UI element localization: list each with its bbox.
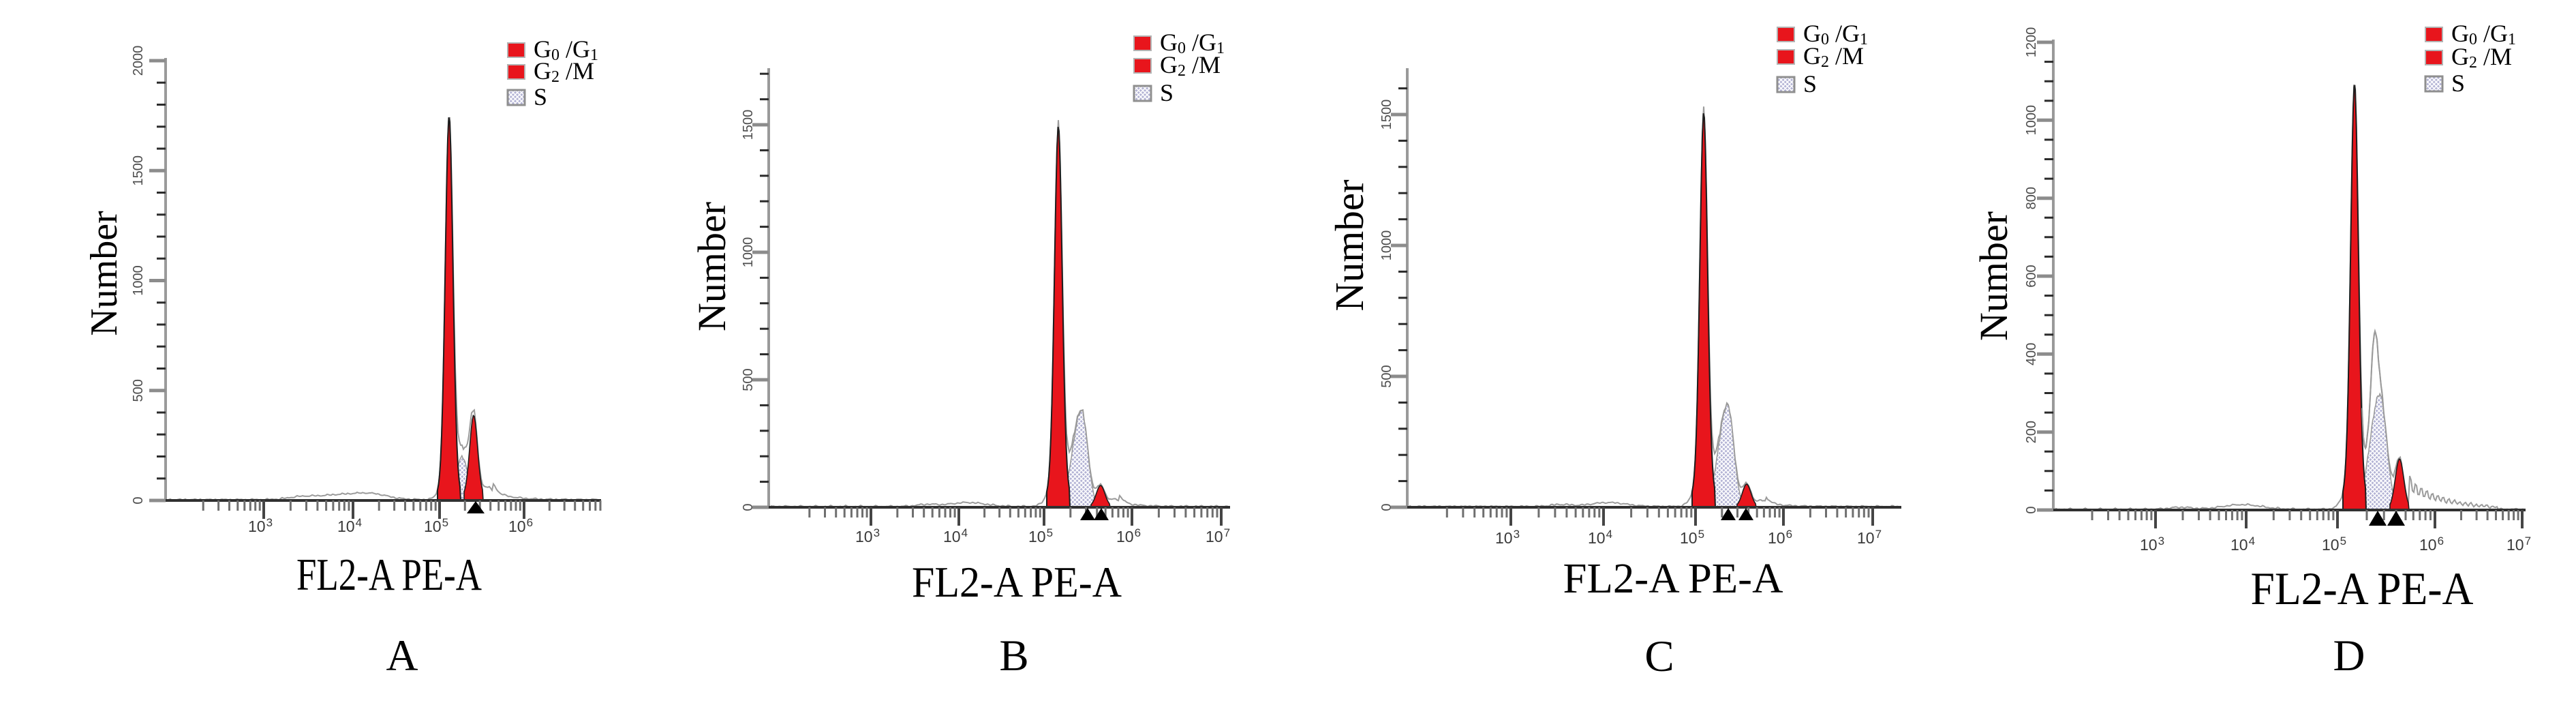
svg-text:600: 600 bbox=[2024, 265, 2039, 287]
svg-text:FL2-A PE-A: FL2-A PE-A bbox=[2251, 562, 2474, 614]
svg-text:B: B bbox=[999, 631, 1028, 680]
svg-text:1000: 1000 bbox=[741, 237, 756, 268]
svg-text:FL2-A PE-A: FL2-A PE-A bbox=[912, 558, 1122, 606]
svg-text:104: 104 bbox=[337, 516, 362, 535]
svg-text:1000: 1000 bbox=[131, 265, 146, 296]
svg-text:1500: 1500 bbox=[741, 110, 756, 140]
svg-text:FL2-A PE-A: FL2-A PE-A bbox=[1563, 556, 1783, 602]
svg-text:105: 105 bbox=[2322, 535, 2346, 554]
svg-text:A: A bbox=[386, 631, 418, 680]
svg-text:Number: Number bbox=[83, 211, 125, 336]
svg-text:1500: 1500 bbox=[131, 155, 146, 186]
svg-text:104: 104 bbox=[1588, 528, 1612, 547]
svg-text:C: C bbox=[1644, 632, 1674, 681]
svg-text:0: 0 bbox=[1379, 503, 1394, 511]
svg-text:1200: 1200 bbox=[2024, 27, 2039, 58]
svg-text:1500: 1500 bbox=[1379, 100, 1394, 130]
svg-text:S: S bbox=[1803, 70, 1817, 97]
svg-text:S: S bbox=[2451, 70, 2465, 97]
svg-text:G0 /G1: G0 /G1 bbox=[2451, 20, 2516, 48]
svg-text:G2 /M: G2 /M bbox=[1160, 51, 1221, 80]
svg-text:103: 103 bbox=[1495, 528, 1520, 547]
svg-text:400: 400 bbox=[2024, 343, 2039, 365]
svg-text:FL2-A PE-A: FL2-A PE-A bbox=[296, 550, 482, 600]
svg-text:0: 0 bbox=[741, 503, 756, 511]
svg-text:Number: Number bbox=[1327, 179, 1372, 312]
svg-text:1000: 1000 bbox=[1379, 230, 1394, 261]
svg-text:G2 /M: G2 /M bbox=[534, 57, 594, 86]
svg-text:S: S bbox=[1160, 79, 1174, 106]
svg-text:G0 /G1: G0 /G1 bbox=[1803, 20, 1868, 48]
svg-text:500: 500 bbox=[1379, 365, 1394, 387]
svg-text:0: 0 bbox=[131, 496, 146, 504]
svg-text:2000: 2000 bbox=[131, 46, 146, 76]
svg-text:Number: Number bbox=[690, 202, 734, 331]
svg-text:Number: Number bbox=[1972, 211, 2016, 341]
svg-text:S: S bbox=[534, 83, 547, 110]
svg-text:G0 /G1: G0 /G1 bbox=[534, 35, 598, 64]
svg-text:500: 500 bbox=[131, 379, 146, 402]
svg-text:500: 500 bbox=[741, 368, 756, 391]
svg-text:200: 200 bbox=[2024, 421, 2039, 443]
svg-text:0: 0 bbox=[2024, 506, 2039, 513]
svg-text:G2 /M: G2 /M bbox=[1803, 42, 1864, 71]
svg-text:800: 800 bbox=[2024, 187, 2039, 209]
svg-text:G2 /M: G2 /M bbox=[2451, 43, 2512, 72]
svg-text:106: 106 bbox=[1768, 528, 1792, 547]
svg-text:G0 /G1: G0 /G1 bbox=[1160, 29, 1225, 57]
svg-text:106: 106 bbox=[2419, 535, 2444, 554]
svg-text:D: D bbox=[2333, 631, 2365, 680]
svg-text:1000: 1000 bbox=[2024, 105, 2039, 136]
